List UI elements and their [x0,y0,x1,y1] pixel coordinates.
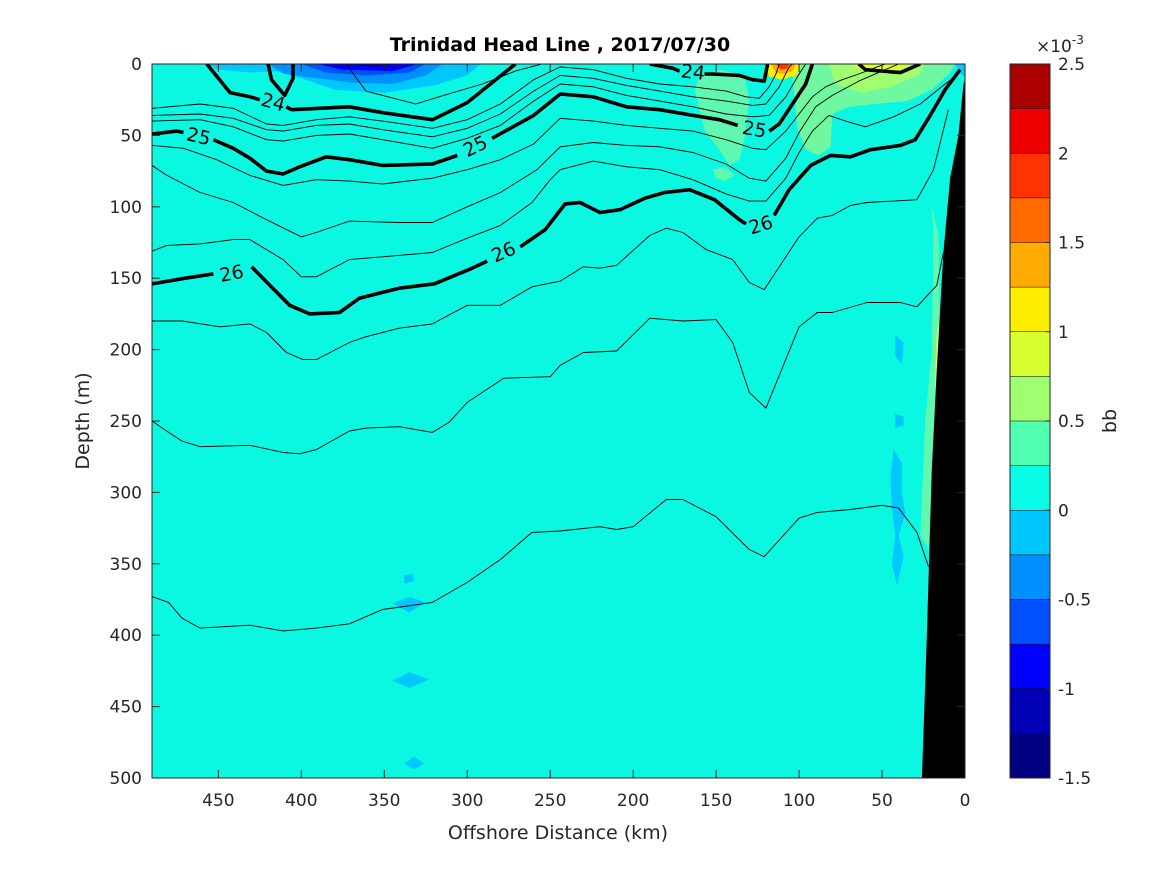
plot-background [152,64,965,778]
colorbar-tick-label: 2 [1058,144,1069,164]
y-tick-label: 450 [110,698,142,718]
x-tick-label: 50 [871,791,893,811]
filled-region [392,672,430,688]
filled-region [790,64,955,156]
contour-label: 25 [184,123,213,150]
colorbar-tick-label: -1.5 [1058,769,1091,789]
contour-line-major [491,92,739,140]
y-tick-label: 50 [120,126,142,146]
x-tick-label: 450 [202,791,234,811]
contour-line-minor [152,109,949,361]
y-tick-label: 350 [110,555,142,575]
chart-title: Trinidad Head Line , 2017/07/30 [390,34,730,56]
x-axis-label: Offshore Distance (km) [448,822,668,844]
colorbar-tick-label: -0.5 [1058,591,1091,611]
x-tick-label: 150 [700,791,732,811]
y-tick-label: 100 [110,198,142,218]
contour-line-minor [152,64,793,138]
contour-line-minor [345,64,543,105]
colorbar-tick-label: 2.5 [1058,55,1085,75]
contour-line-minor [152,64,807,149]
y-tick-label: 150 [110,269,142,289]
colorbar-band [1010,153,1050,198]
filled-region [404,573,415,584]
colorbar-band [1010,465,1050,511]
filled-region [392,596,426,613]
colorbar-band [1010,510,1050,555]
colorbar-band [1010,599,1050,645]
y-tick-label: 250 [110,412,142,432]
contour-line-minor [152,64,899,238]
axes: 450 400 350 300 250 200 150 100 50 00501001502002… [110,55,971,811]
y-tick-label: 500 [110,769,142,789]
filled-region [342,64,405,67]
filled-region [895,335,904,364]
colorbar-label: bb [1099,409,1121,433]
filled-region [895,413,904,429]
colorbar-tick-label: -1 [1058,680,1075,700]
y-tick-label: 0 [131,55,142,75]
contour-line-minor [152,252,944,455]
contour-line-major [285,64,517,122]
y-axis-label: Depth (m) [72,372,94,469]
contour-line-major [772,68,962,217]
y-tick-label: 200 [110,341,142,361]
y-tick-label: 300 [110,483,142,503]
colorbar-band [1010,64,1050,109]
x-tick-label: 250 [534,791,566,811]
colorbar-multiplier: ×10-3 [1036,33,1084,57]
colorbar-band [1010,733,1050,778]
colorbar-multiplier-base: ×10 [1036,37,1072,57]
contour-line-major [649,64,681,73]
filled-region [890,449,906,586]
filled-region [712,166,735,182]
colorbar-band [1010,197,1050,243]
contour-line-major [152,272,214,286]
x-tick-label: 100 [783,791,815,811]
colorbar-band [1010,376,1050,421]
contour-line-major [266,64,295,98]
contour-line-minor [152,64,886,186]
bathymetry-mask [921,78,965,778]
filled-region [404,756,425,770]
contour-line-major [152,129,184,136]
contour-line-major [704,64,770,83]
colorbar-band [1010,421,1050,466]
filled-region [920,206,941,550]
colorbar-multiplier-exponent: -3 [1072,33,1084,47]
contour-line-minor [152,499,929,632]
colorbar-band [1010,108,1050,154]
colorbar-tick-label: 0.5 [1058,412,1085,432]
x-tick-label: 200 [617,791,649,811]
contour-label: 26 [218,261,246,287]
contour-line-minor [152,75,957,278]
contour-label: 24 [680,60,707,85]
colorbar-band [1010,688,1050,734]
colorbar-band [1010,554,1050,600]
y-tick-label: 400 [110,626,142,646]
contour-line-major [212,138,458,176]
colorbar-tick-label: 1.5 [1058,234,1085,254]
colorbar-band [1010,331,1050,377]
x-tick-label: 300 [451,791,483,811]
colorbar-tick-label: 0 [1058,501,1069,521]
contour-line-major [205,64,261,102]
x-tick-label: 0 [960,791,971,811]
contour-line-major [250,259,488,316]
contour-line-major [519,187,747,249]
contour-line-major [768,64,815,133]
colorbar-band [1010,242,1050,288]
colorbar-band [1010,287,1050,332]
x-tick-label: 350 [368,791,400,811]
x-tick-label: 400 [285,791,317,811]
contour-line-minor [152,64,780,129]
colorbar-band [1010,644,1050,689]
colorbar: -1.5 -1 -0.5 0 0.5 1 1.5 2 2.5 [1009,55,1091,789]
filled-region [317,64,418,72]
contour-label: 25 [740,117,768,143]
colorbar-tick-label: 1 [1058,323,1069,343]
